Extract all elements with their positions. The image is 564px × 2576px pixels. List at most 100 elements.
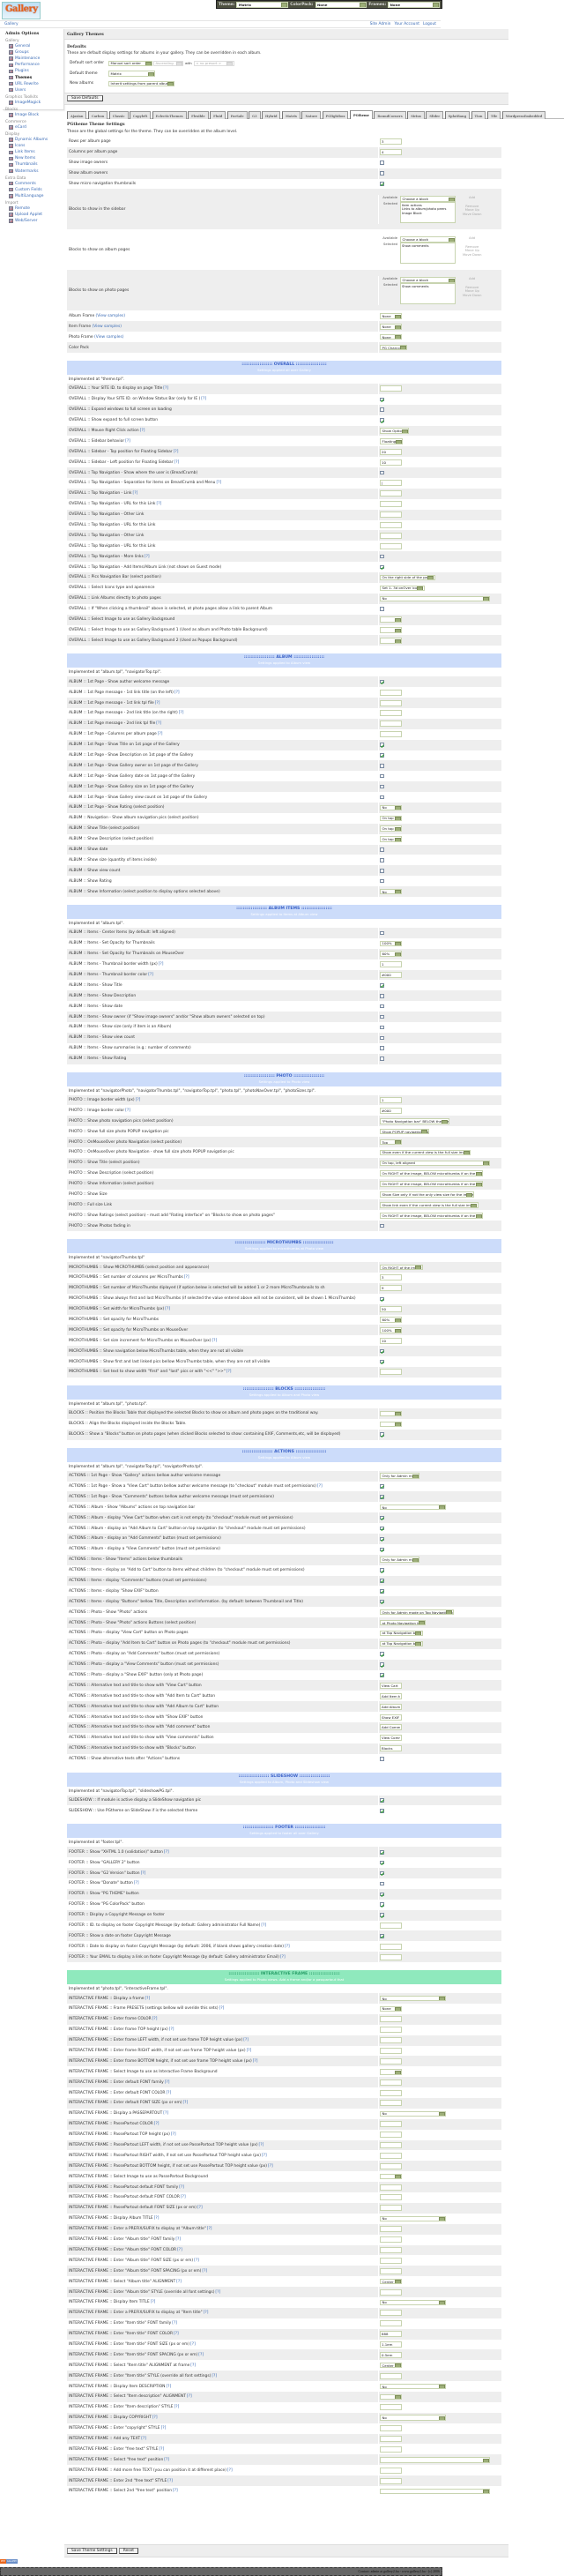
help-link[interactable]: [?]	[174, 459, 180, 465]
help-link[interactable]: [?]	[261, 1923, 267, 1928]
setting-text-input[interactable]	[380, 2016, 402, 2023]
help-link[interactable]: [?]	[194, 2258, 199, 2263]
setting-checkbox[interactable]	[380, 1850, 384, 1855]
site-admin-link[interactable]: Site Admin	[369, 22, 391, 26]
help-link[interactable]: [?]	[166, 2090, 172, 2095]
move-up-block-button[interactable]: Move Up	[464, 249, 479, 253]
selected-blocks-list[interactable]: Show comments	[400, 242, 456, 264]
setting-select[interactable]: No	[380, 888, 402, 895]
help-link[interactable]: [?]	[141, 2436, 146, 2441]
setting-select[interactable]: On RIGHT of the image	[380, 1264, 423, 1271]
setting-select[interactable]: On top	[380, 815, 402, 822]
add-block-button[interactable]: Add	[469, 236, 476, 241]
setting-checkbox[interactable]	[380, 418, 384, 422]
setting-select[interactable]	[380, 627, 402, 633]
help-link[interactable]: [?]	[183, 1275, 189, 1281]
help-link[interactable]: [?]	[202, 2268, 208, 2274]
setting-text-input[interactable]	[380, 1369, 402, 1376]
available-blocks-select[interactable]: Choose a block	[400, 277, 456, 283]
setting-checkbox[interactable]	[380, 983, 384, 988]
help-link[interactable]: [?]	[258, 2143, 264, 2148]
help-link[interactable]: [?]	[279, 1954, 286, 1960]
setting-text-input[interactable]	[380, 522, 402, 529]
setting-select[interactable]: No	[380, 2215, 446, 2222]
setting-select[interactable]: None	[380, 333, 402, 340]
help-link[interactable]: [?]	[135, 1098, 141, 1102]
setting-checkbox[interactable]	[380, 1579, 384, 1583]
help-link[interactable]: [?]	[153, 2216, 160, 2221]
help-link[interactable]: [?]	[158, 962, 164, 967]
setting-text-input[interactable]	[380, 2372, 402, 2379]
setting-select[interactable]	[380, 638, 402, 644]
setting-text-input[interactable]	[380, 2121, 402, 2128]
setting-select[interactable]	[380, 1421, 402, 1428]
setting-checkbox[interactable]	[380, 564, 384, 570]
sidebar-item-general[interactable]: General	[5, 43, 61, 49]
setting-text-input[interactable]	[380, 2142, 402, 2149]
sort-order-select[interactable]: Manual sort order	[108, 60, 152, 66]
move-down-block-button[interactable]: Move Down	[463, 293, 482, 297]
help-link[interactable]: [?]	[173, 449, 179, 454]
help-link[interactable]: [?]	[144, 554, 150, 559]
setting-text-input[interactable]	[380, 532, 402, 539]
setting-checkbox[interactable]	[380, 753, 384, 758]
sidebar-item-themes[interactable]: Themes	[5, 74, 61, 80]
help-link[interactable]: [?]	[173, 2489, 178, 2494]
view-samples-link[interactable]: View samples	[91, 325, 122, 329]
setting-select[interactable]	[380, 2393, 402, 2401]
help-link[interactable]: [?]	[139, 429, 145, 434]
setting-text-input[interactable]	[380, 1724, 402, 1731]
setting-text-input[interactable]	[380, 721, 402, 728]
view-samples-link[interactable]: View samples	[94, 314, 125, 318]
tab-tile[interactable]: Tile	[486, 111, 501, 119]
setting-checkbox[interactable]	[380, 1014, 384, 1019]
setting-checkbox[interactable]	[380, 1515, 384, 1520]
setting-select[interactable]	[380, 2069, 402, 2075]
setting-checkbox[interactable]	[380, 1798, 384, 1803]
setting-checkbox[interactable]	[380, 795, 384, 800]
setting-checkbox[interactable]	[380, 1432, 384, 1437]
setting-text-input[interactable]	[380, 149, 402, 156]
setting-select[interactable]: "Photo Navigation bar" BELOW the image	[380, 1118, 449, 1124]
setting-select[interactable]	[380, 1410, 402, 1417]
setting-text-input[interactable]	[380, 2445, 402, 2453]
setting-checkbox[interactable]	[380, 930, 384, 936]
help-link[interactable]: [?]	[226, 1370, 232, 1375]
selected-block-item[interactable]: Item actions	[402, 203, 422, 207]
setting-checkbox[interactable]	[380, 1673, 384, 1677]
setting-checkbox[interactable]	[380, 1870, 384, 1876]
setting-text-input[interactable]	[380, 2246, 402, 2253]
help-link[interactable]: [?]	[212, 2373, 218, 2378]
setting-text-input[interactable]	[380, 2100, 402, 2107]
sidebar-item-upload-applet[interactable]: Upload Applet	[5, 212, 61, 218]
setting-checkbox[interactable]	[380, 1934, 384, 1938]
help-link[interactable]: [?]	[180, 2195, 186, 2200]
setting-checkbox[interactable]	[380, 1568, 384, 1572]
setting-text-input[interactable]	[380, 1953, 402, 1960]
help-link[interactable]: [?]	[212, 1338, 218, 1343]
tab-pglightbox[interactable]: PGlightbox	[322, 111, 349, 119]
sidebar-item-groups[interactable]: Groups	[5, 49, 61, 56]
move-down-block-button[interactable]: Move Down	[463, 252, 482, 257]
sidebar-item-icons[interactable]: Icons	[5, 143, 61, 149]
setting-select[interactable]: On top, left aligned	[380, 1160, 490, 1167]
help-link[interactable]: [?]	[175, 2237, 182, 2243]
setting-select[interactable]: None	[380, 313, 402, 319]
setting-text-input[interactable]	[380, 2194, 402, 2201]
selected-blocks-list[interactable]: Item actions Links to album/photo peers Im…	[400, 201, 456, 223]
setting-text-input[interactable]	[380, 2184, 402, 2191]
setting-text-input[interactable]	[380, 2404, 402, 2411]
setting-checkbox[interactable]	[380, 1913, 384, 1917]
setting-checkbox[interactable]	[380, 764, 384, 768]
help-link[interactable]: [?]	[164, 2457, 170, 2462]
powered-by-badge[interactable]: PHP GALLERY	[0, 2559, 19, 2564]
setting-select[interactable]: No	[380, 2415, 446, 2421]
setting-checkbox[interactable]	[380, 1296, 384, 1301]
help-link[interactable]: [?]	[261, 2153, 267, 2158]
setting-text-input[interactable]	[380, 2289, 402, 2296]
help-link[interactable]: [?]	[170, 2132, 176, 2138]
setting-text-input[interactable]	[380, 2341, 402, 2348]
setting-select[interactable]: Only for Admin mode on Top Navigation ba…	[380, 1609, 454, 1616]
sidebar-item-link-items[interactable]: Link Items	[5, 149, 61, 155]
help-link[interactable]: [?]	[163, 386, 169, 392]
